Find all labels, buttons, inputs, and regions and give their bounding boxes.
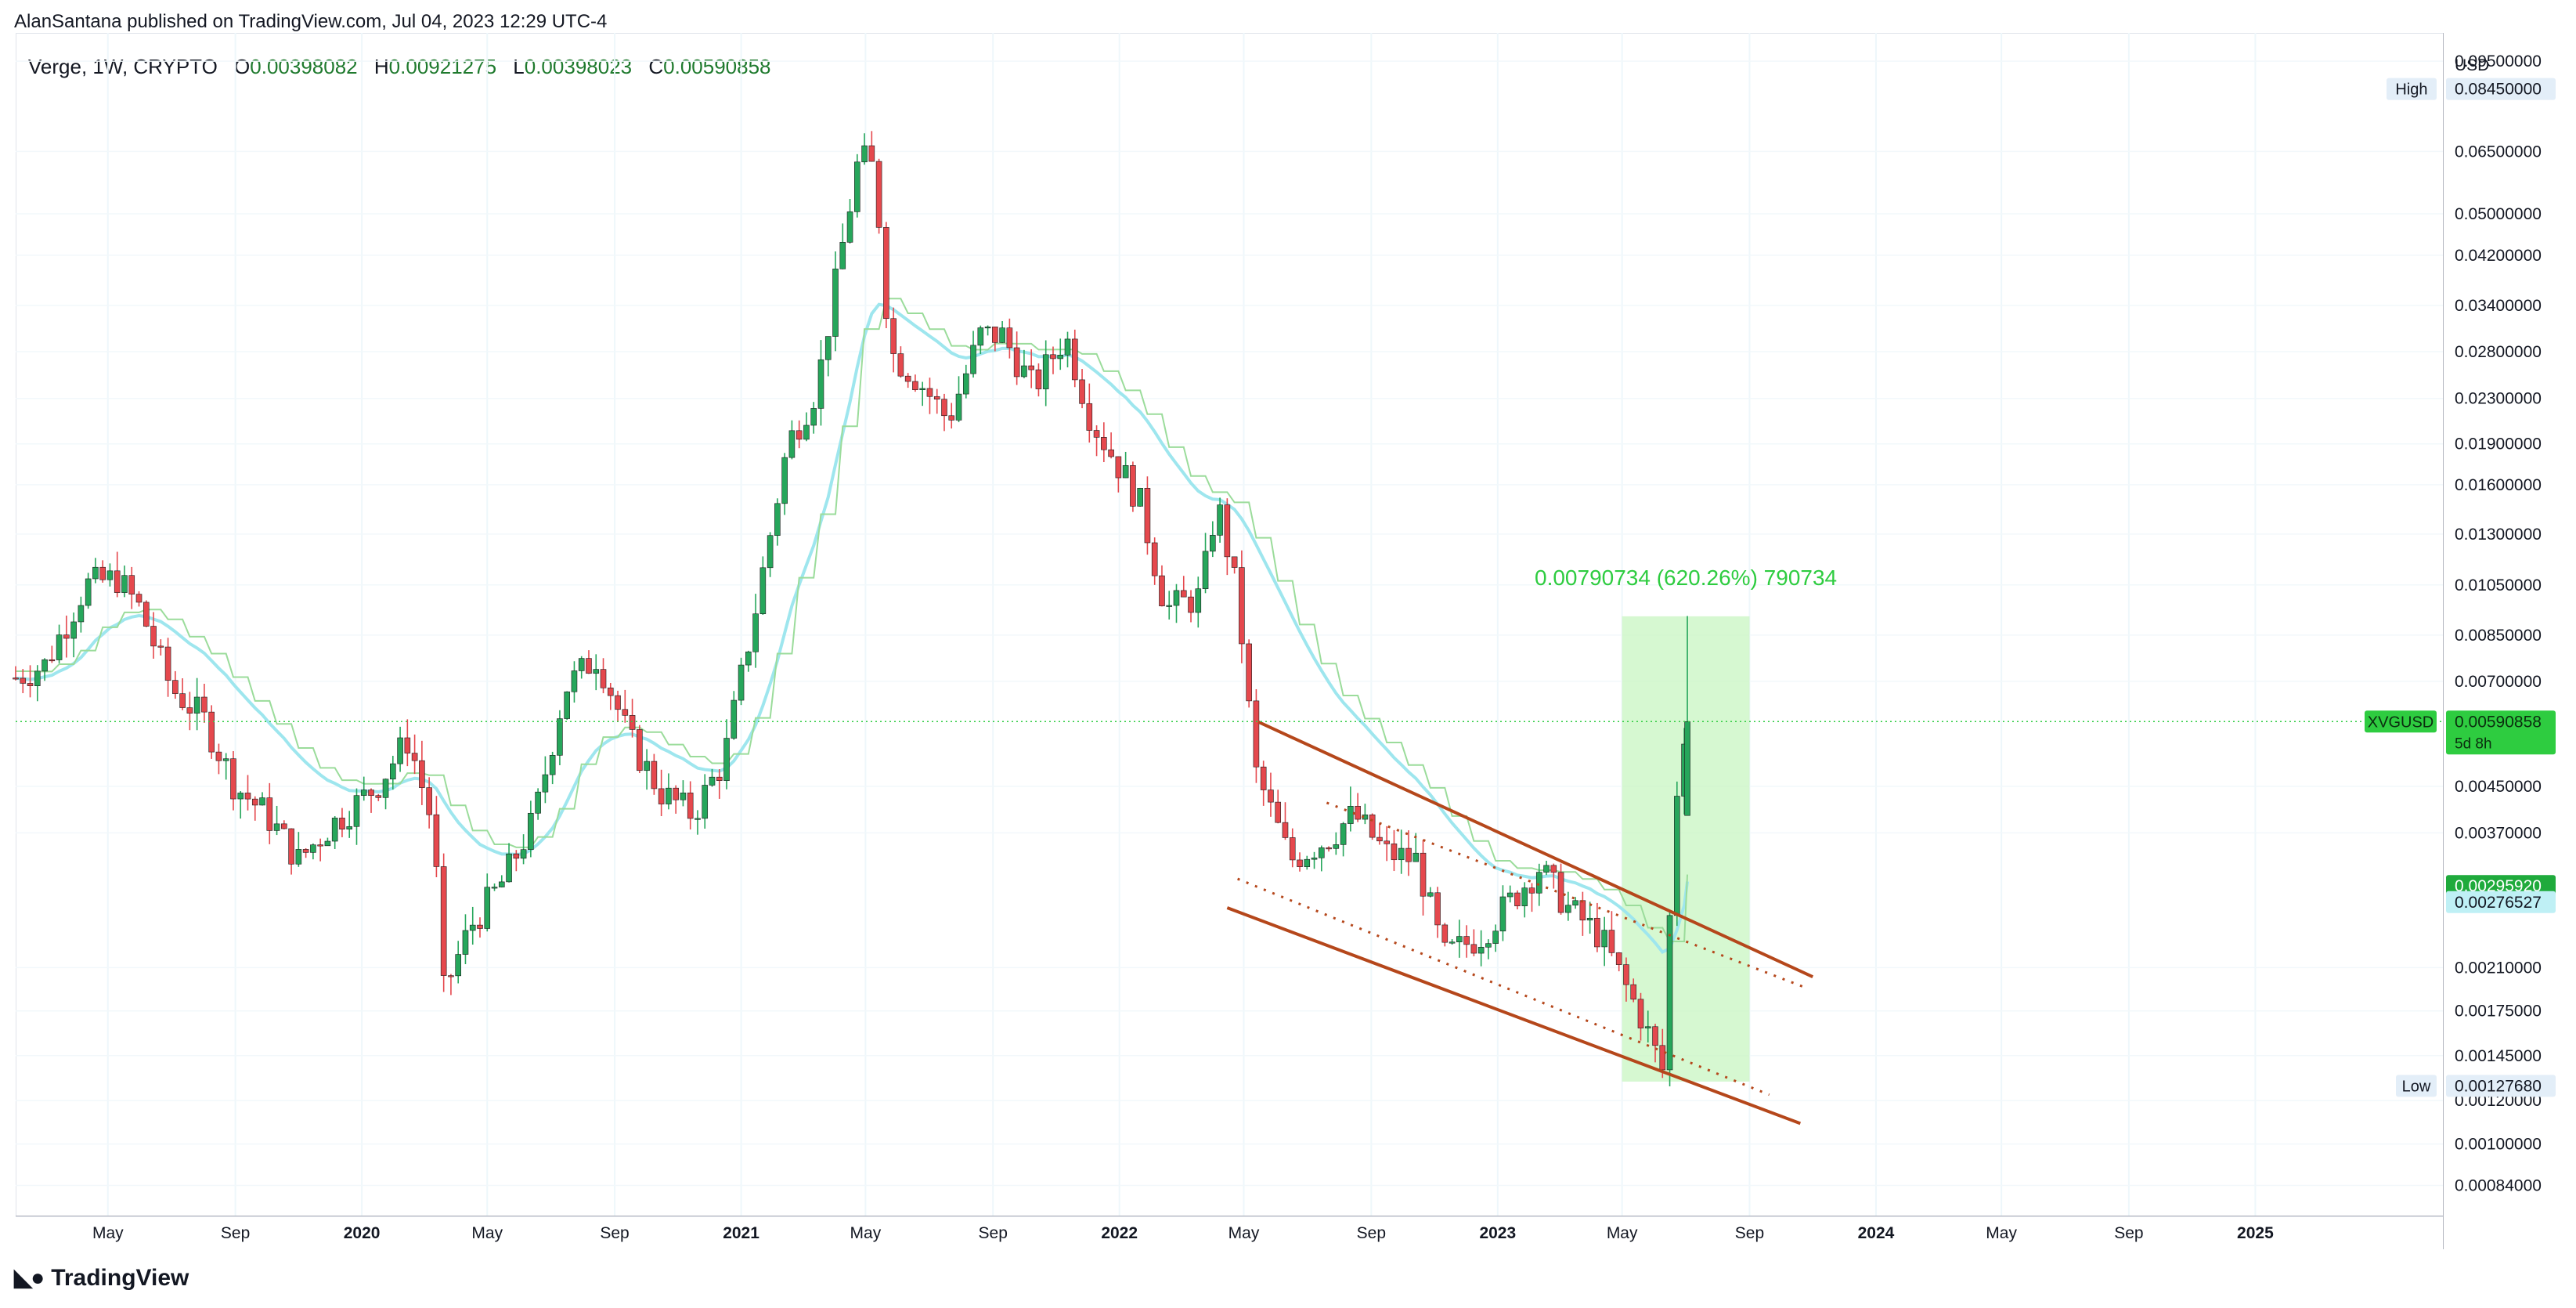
symbol-title: Verge, 1W, CRYPTO <box>28 55 218 78</box>
tradingview-logo-icon: ◣● <box>14 1265 45 1291</box>
price-axis[interactable] <box>2443 33 2576 1249</box>
brand-name: TradingView <box>51 1264 189 1291</box>
close-value: 0.00590858 <box>663 55 771 78</box>
time-axis[interactable] <box>16 1216 2443 1250</box>
plot-area[interactable] <box>16 33 2444 1217</box>
open-value: 0.00398082 <box>250 55 358 78</box>
footer-brand[interactable]: ◣● TradingView <box>14 1264 189 1292</box>
high-value: 0.00921275 <box>388 55 497 78</box>
publisher-line: AlanSantana published on TradingView.com… <box>14 11 608 32</box>
